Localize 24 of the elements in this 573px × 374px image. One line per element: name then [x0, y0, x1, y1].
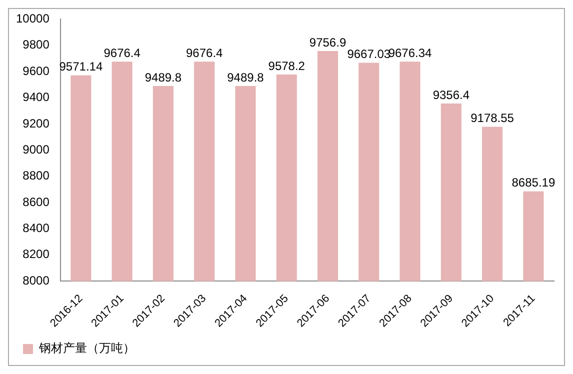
data-label: 9571.14 [59, 60, 103, 74]
y-tick-label: 9600 [22, 64, 50, 78]
data-label: 9578.2 [268, 58, 306, 73]
data-label: 9178.55 [470, 111, 514, 126]
y-tick-label: 9200 [22, 116, 50, 130]
y-tick-label: 9400 [22, 90, 50, 104]
y-tick-label: 8200 [22, 247, 50, 262]
y-tick-label: 8800 [22, 168, 50, 183]
y-tick-label: 9800 [22, 38, 50, 52]
data-label: 9676.34 [388, 46, 432, 60]
data-label: 9356.4 [432, 88, 470, 102]
data-label: 9667.03 [347, 47, 391, 62]
data-label: 9489.8 [144, 70, 182, 84]
y-tick-label: 9000 [22, 142, 50, 156]
y-tick-label: 8400 [22, 221, 50, 236]
data-label: 9676.4 [186, 46, 224, 60]
legend-label: 钢材产量（万吨） [38, 341, 135, 356]
y-tick-label: 10000 [16, 12, 50, 26]
data-label: 9489.8 [227, 70, 264, 84]
data-label: 9676.4 [104, 46, 141, 60]
y-tick-label: 8000 [22, 273, 50, 288]
data-label: 9756.9 [309, 35, 346, 50]
data-label: 8685.19 [512, 176, 556, 190]
y-tick-label: 8600 [22, 194, 50, 209]
